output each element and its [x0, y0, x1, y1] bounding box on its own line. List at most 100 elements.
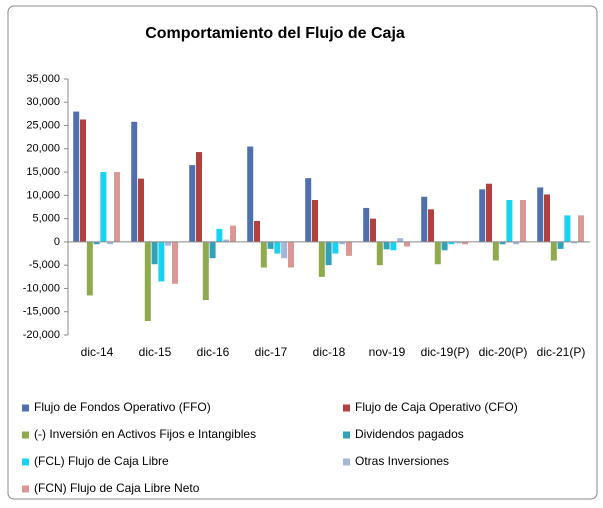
- bar: [397, 238, 404, 242]
- legend-label: Dividendos pagados: [355, 427, 464, 441]
- bar: [455, 241, 462, 244]
- bar: [100, 172, 107, 242]
- x-tick-label: dic-16: [197, 345, 230, 359]
- y-tick-label: 35,000: [26, 73, 60, 85]
- bar: [254, 220, 261, 242]
- bar: [403, 241, 410, 247]
- bar: [461, 241, 468, 245]
- bar: [189, 165, 196, 242]
- chart-frame: [7, 5, 598, 500]
- legend-label: (FCL) Flujo de Caja Libre: [34, 454, 169, 468]
- bar: [281, 241, 288, 259]
- bar: [138, 178, 145, 242]
- legend-swatch: [343, 458, 350, 466]
- bar: [564, 215, 571, 242]
- bar: [107, 241, 114, 245]
- bar: [370, 218, 377, 242]
- legend-swatch: [343, 431, 350, 439]
- bar: [376, 241, 383, 266]
- bar: [158, 241, 165, 282]
- legend-swatch: [22, 458, 29, 466]
- bar: [171, 241, 178, 284]
- x-tick-label: nov-19: [369, 345, 406, 359]
- bar: [196, 152, 203, 242]
- bar: [506, 200, 513, 242]
- bar: [312, 200, 319, 242]
- bar: [144, 241, 151, 322]
- x-tick-label: dic-20(P): [479, 345, 528, 359]
- legend-swatch: [343, 404, 350, 412]
- bar: [363, 207, 370, 242]
- x-tick-label: dic-15: [139, 345, 172, 359]
- bar: [434, 241, 441, 265]
- bar: [519, 200, 526, 242]
- legend-label: Flujo de Fondos Operativo (FFO): [34, 400, 211, 414]
- bar: [131, 121, 138, 242]
- bar: [274, 241, 281, 254]
- legend-label: Flujo de Caja Operativo (CFO): [355, 400, 518, 414]
- x-tick-label: dic-21(P): [537, 345, 586, 359]
- y-tick-label: 15,000: [26, 166, 60, 178]
- bar: [571, 241, 578, 244]
- bar: [113, 172, 120, 242]
- bar: [86, 241, 93, 296]
- y-tick-label: 30,000: [26, 96, 60, 108]
- bar: [421, 196, 428, 242]
- bar: [479, 189, 486, 242]
- bar: [260, 241, 267, 268]
- legend-swatch: [22, 404, 29, 412]
- y-tick-label: 25,000: [26, 119, 60, 131]
- bar: [229, 225, 236, 242]
- bar: [267, 241, 274, 249]
- x-tick-label: dic-17: [255, 345, 288, 359]
- y-tick-label: -5,000: [29, 259, 60, 271]
- bar: [499, 241, 506, 245]
- bar: [441, 241, 448, 251]
- bar: [492, 241, 499, 261]
- bar: [550, 241, 557, 261]
- legend-label: (FCN) Flujo de Caja Libre Neto: [34, 481, 200, 495]
- bar: [202, 241, 209, 301]
- bar: [209, 241, 216, 259]
- bar: [448, 241, 455, 245]
- bar: [428, 209, 435, 242]
- bar: [537, 187, 544, 242]
- bar: [486, 183, 493, 242]
- bar: [577, 215, 584, 242]
- bar: [557, 241, 564, 249]
- bar: [287, 241, 294, 268]
- bar: [247, 146, 254, 242]
- bar: [80, 119, 87, 242]
- bar: [216, 228, 223, 242]
- y-tick-label: 10,000: [26, 189, 60, 201]
- y-tick-label: 0: [54, 236, 60, 248]
- bar: [383, 241, 390, 250]
- bar: [390, 241, 397, 251]
- legend-label: (-) Inversión en Activos Fijos e Intangi…: [34, 427, 256, 441]
- y-tick-label: 20,000: [26, 143, 60, 155]
- bar: [305, 178, 312, 242]
- bar: [332, 241, 339, 254]
- y-tick-label: -15,000: [23, 306, 60, 318]
- bar: [345, 241, 352, 256]
- x-tick-label: dic-19(P): [421, 345, 470, 359]
- x-tick-label: dic-14: [81, 345, 114, 359]
- x-tick-label: dic-18: [313, 345, 346, 359]
- bar: [544, 194, 551, 242]
- legend-label: Otras Inversiones: [355, 454, 449, 468]
- chart-title: Comportamiento del Flujo de Caja: [145, 25, 405, 42]
- bar: [165, 241, 172, 246]
- bar: [223, 239, 230, 242]
- bar: [318, 241, 325, 277]
- bar: [93, 241, 100, 245]
- bar: [325, 241, 332, 266]
- y-tick-label: 5,000: [32, 213, 60, 225]
- legend-swatch: [22, 485, 29, 493]
- y-tick-label: -20,000: [23, 329, 60, 341]
- bar: [339, 241, 346, 245]
- bar: [73, 111, 80, 242]
- bar: [151, 241, 158, 265]
- bar: [513, 241, 520, 245]
